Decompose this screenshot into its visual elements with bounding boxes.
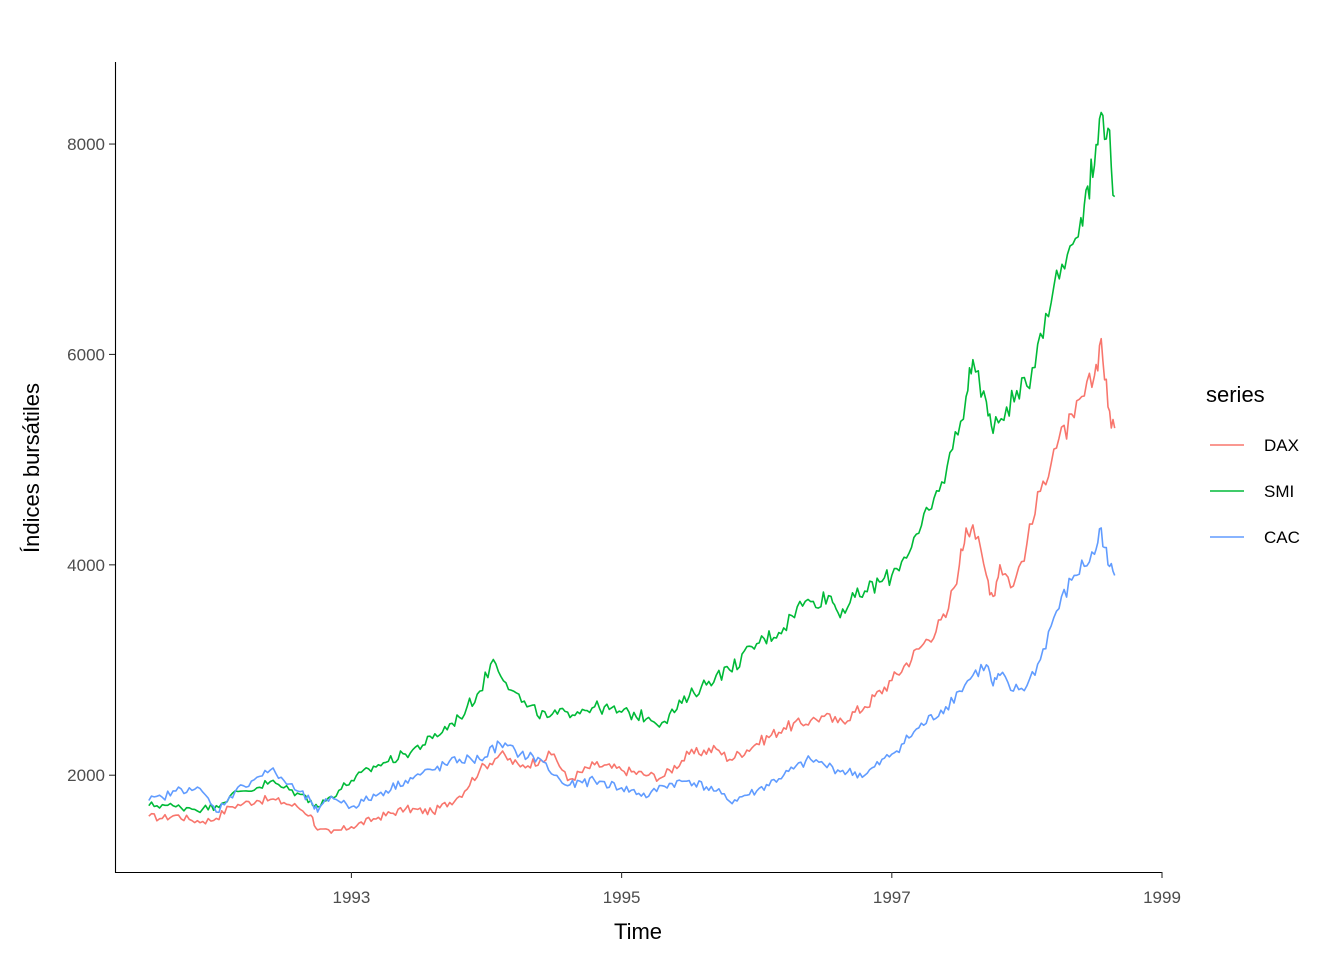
legend-label-dax: DAX bbox=[1264, 436, 1299, 455]
x-tick-label: 1999 bbox=[1143, 888, 1181, 907]
legend-items: DAX SMI CAC bbox=[1210, 436, 1300, 547]
series-line-dax bbox=[148, 337, 1116, 834]
y-axis-ticks: 2000 4000 6000 8000 bbox=[67, 135, 115, 785]
legend-title: series bbox=[1206, 382, 1265, 407]
legend-label-cac: CAC bbox=[1264, 528, 1300, 547]
y-tick-label: 8000 bbox=[67, 135, 105, 154]
x-axis-ticks: 1993 1995 1997 1999 bbox=[333, 872, 1181, 907]
y-tick-label: 6000 bbox=[67, 345, 105, 364]
y-axis-title: Índices bursátiles bbox=[19, 383, 44, 553]
legend: series DAX SMI CAC bbox=[1206, 382, 1300, 547]
x-tick-label: 1997 bbox=[873, 888, 911, 907]
x-axis-title: Time bbox=[614, 919, 662, 944]
plot-lines bbox=[148, 111, 1116, 834]
series-line-cac bbox=[148, 527, 1116, 814]
x-tick-label: 1995 bbox=[603, 888, 641, 907]
y-tick-label: 4000 bbox=[67, 556, 105, 575]
legend-label-smi: SMI bbox=[1264, 482, 1294, 501]
x-tick-label: 1993 bbox=[333, 888, 371, 907]
series-line-smi bbox=[148, 111, 1116, 814]
y-tick-label: 2000 bbox=[67, 766, 105, 785]
